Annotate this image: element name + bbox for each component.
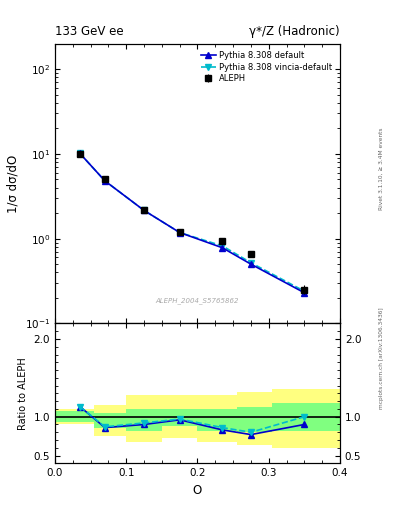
Line: Pythia 8.308 vincia-default: Pythia 8.308 vincia-default — [77, 151, 307, 294]
Pythia 8.308 default — [302, 290, 307, 296]
Pythia 8.308 default — [177, 229, 182, 236]
Pythia 8.308 vincia-default — [177, 229, 182, 236]
Y-axis label: 1/σ dσ/dO: 1/σ dσ/dO — [6, 154, 19, 212]
Text: ALEPH_2004_S5765862: ALEPH_2004_S5765862 — [156, 297, 239, 304]
Pythia 8.308 vincia-default — [77, 151, 82, 157]
Pythia 8.308 vincia-default — [248, 260, 253, 266]
Pythia 8.308 default — [103, 178, 107, 184]
Line: Pythia 8.308 default: Pythia 8.308 default — [77, 151, 307, 295]
Pythia 8.308 vincia-default — [220, 243, 225, 249]
Y-axis label: Ratio to ALEPH: Ratio to ALEPH — [18, 357, 28, 430]
Text: 133 GeV ee: 133 GeV ee — [55, 26, 124, 38]
Pythia 8.308 default — [220, 245, 225, 251]
Pythia 8.308 default — [77, 151, 82, 157]
Text: γ*/Z (Hadronic): γ*/Z (Hadronic) — [249, 26, 340, 38]
X-axis label: O: O — [193, 484, 202, 497]
Pythia 8.308 vincia-default — [103, 178, 107, 184]
Text: mcplots.cern.ch [arXiv:1306.3436]: mcplots.cern.ch [arXiv:1306.3436] — [379, 308, 384, 409]
Text: Rivet 3.1.10, ≥ 3.4M events: Rivet 3.1.10, ≥ 3.4M events — [379, 127, 384, 210]
Legend: Pythia 8.308 default, Pythia 8.308 vincia-default, ALEPH: Pythia 8.308 default, Pythia 8.308 vinci… — [198, 48, 336, 87]
Pythia 8.308 vincia-default — [142, 207, 147, 214]
Pythia 8.308 default — [142, 207, 147, 214]
Pythia 8.308 default — [248, 261, 253, 267]
Pythia 8.308 vincia-default — [302, 288, 307, 294]
